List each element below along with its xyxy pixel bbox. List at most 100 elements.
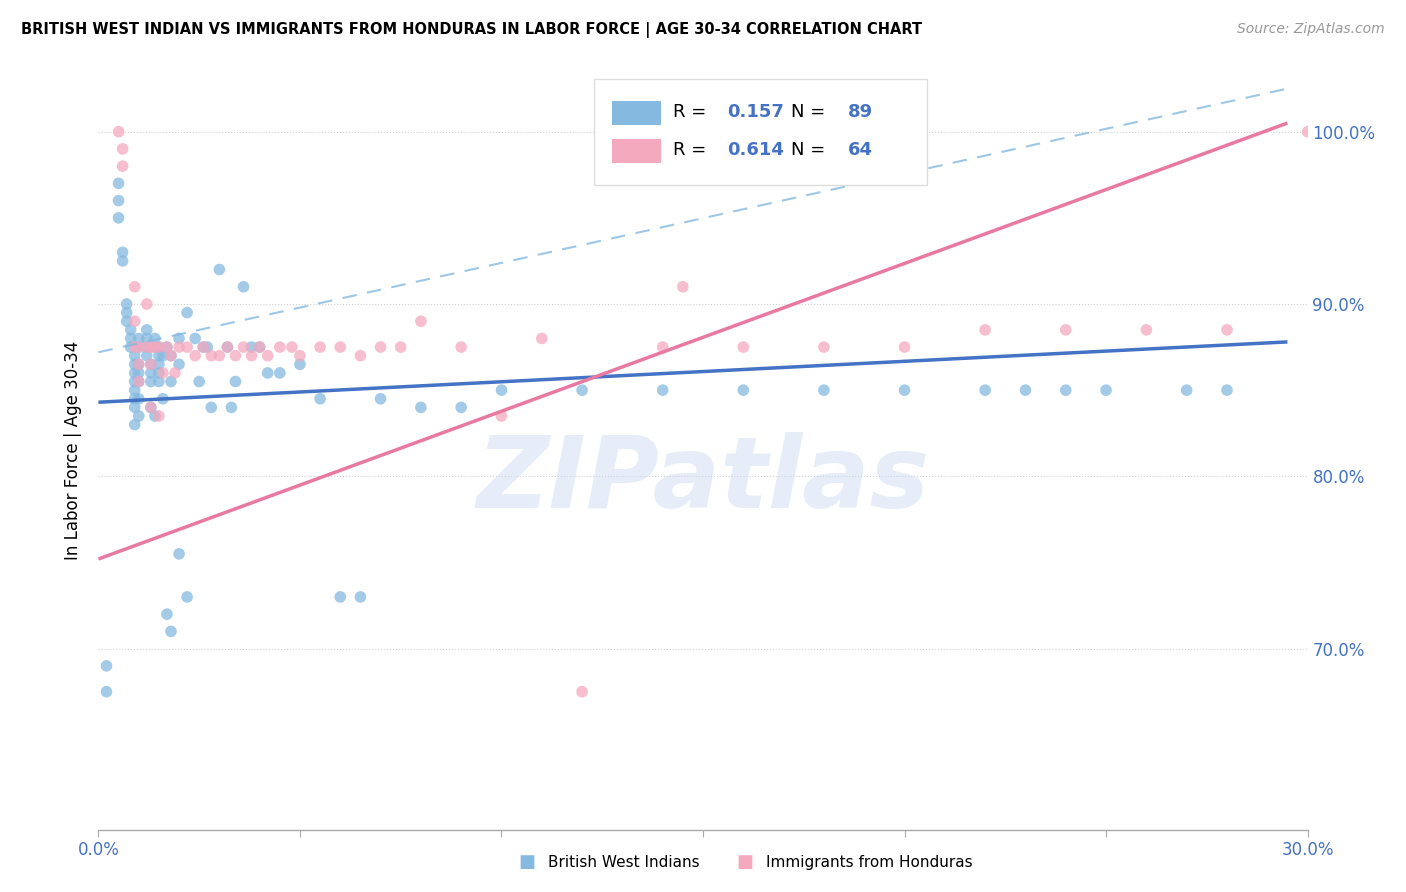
Point bbox=[115, 297, 138, 311]
Point bbox=[240, 340, 263, 354]
Point bbox=[152, 366, 174, 380]
Point bbox=[491, 409, 513, 423]
Point bbox=[571, 383, 593, 397]
Point bbox=[200, 401, 222, 415]
Point bbox=[156, 340, 179, 354]
Point bbox=[128, 340, 150, 354]
Point bbox=[184, 349, 207, 363]
Point bbox=[124, 279, 146, 293]
Point bbox=[167, 340, 190, 354]
Point bbox=[163, 366, 186, 380]
Point bbox=[128, 366, 150, 380]
Text: BRITISH WEST INDIAN VS IMMIGRANTS FROM HONDURAS IN LABOR FORCE | AGE 30-34 CORRE: BRITISH WEST INDIAN VS IMMIGRANTS FROM H… bbox=[21, 22, 922, 38]
Point bbox=[143, 331, 166, 345]
Point bbox=[135, 331, 157, 345]
Point bbox=[217, 340, 239, 354]
Point bbox=[309, 392, 332, 406]
Point bbox=[1095, 383, 1118, 397]
Text: Source: ZipAtlas.com: Source: ZipAtlas.com bbox=[1237, 22, 1385, 37]
Point bbox=[1216, 383, 1239, 397]
Text: ■: ■ bbox=[737, 853, 754, 871]
Point bbox=[107, 194, 129, 208]
Point bbox=[224, 375, 246, 389]
Point bbox=[221, 401, 243, 415]
Point bbox=[349, 590, 371, 604]
FancyBboxPatch shape bbox=[613, 139, 661, 163]
Point bbox=[135, 340, 157, 354]
Point bbox=[249, 340, 271, 354]
Point bbox=[115, 305, 138, 319]
Point bbox=[224, 349, 246, 363]
Point bbox=[139, 357, 162, 371]
Point bbox=[156, 340, 179, 354]
Point bbox=[1216, 323, 1239, 337]
Point bbox=[139, 366, 162, 380]
Point bbox=[370, 340, 392, 354]
Point bbox=[124, 357, 146, 371]
Point bbox=[148, 340, 170, 354]
Point bbox=[128, 331, 150, 345]
Point bbox=[156, 607, 179, 622]
Point bbox=[200, 349, 222, 363]
Point bbox=[139, 357, 162, 371]
Point bbox=[135, 297, 157, 311]
Point bbox=[107, 125, 129, 139]
Point bbox=[135, 323, 157, 337]
Point bbox=[309, 340, 332, 354]
Point bbox=[139, 375, 162, 389]
Point bbox=[124, 383, 146, 397]
Point bbox=[288, 357, 311, 371]
Point bbox=[1054, 383, 1077, 397]
Point bbox=[813, 340, 835, 354]
Point bbox=[148, 357, 170, 371]
Point bbox=[329, 590, 352, 604]
Point bbox=[651, 340, 673, 354]
Point bbox=[269, 366, 291, 380]
Point bbox=[167, 547, 190, 561]
Text: 0.157: 0.157 bbox=[727, 103, 785, 121]
Point bbox=[139, 340, 162, 354]
Point bbox=[160, 375, 183, 389]
Point bbox=[96, 684, 118, 698]
Point bbox=[450, 340, 472, 354]
Point bbox=[135, 340, 157, 354]
Point bbox=[1054, 323, 1077, 337]
Point bbox=[111, 159, 134, 173]
Point bbox=[269, 340, 291, 354]
Point bbox=[1135, 323, 1157, 337]
Point bbox=[152, 392, 174, 406]
Point bbox=[370, 392, 392, 406]
Point bbox=[217, 340, 239, 354]
Point bbox=[120, 340, 142, 354]
Point bbox=[148, 375, 170, 389]
Point bbox=[124, 417, 146, 432]
Text: R =: R = bbox=[672, 141, 711, 159]
Text: R =: R = bbox=[672, 103, 711, 121]
Text: 89: 89 bbox=[848, 103, 873, 121]
Point bbox=[193, 340, 215, 354]
Point bbox=[167, 331, 190, 345]
Point bbox=[128, 375, 150, 389]
Point bbox=[128, 375, 150, 389]
Point bbox=[124, 392, 146, 406]
Point bbox=[148, 349, 170, 363]
Point bbox=[176, 305, 198, 319]
Text: ■: ■ bbox=[519, 853, 536, 871]
Point bbox=[1296, 125, 1319, 139]
Point bbox=[160, 349, 183, 363]
Point bbox=[111, 142, 134, 156]
Point bbox=[232, 279, 254, 293]
Point bbox=[491, 383, 513, 397]
Point bbox=[232, 340, 254, 354]
Point bbox=[176, 590, 198, 604]
Point bbox=[188, 375, 211, 389]
Point bbox=[240, 349, 263, 363]
Point bbox=[124, 366, 146, 380]
Point bbox=[1014, 383, 1036, 397]
Text: 0.614: 0.614 bbox=[727, 141, 785, 159]
Point bbox=[148, 366, 170, 380]
Point bbox=[329, 340, 352, 354]
Point bbox=[288, 349, 311, 363]
Point bbox=[733, 340, 755, 354]
Point bbox=[1175, 383, 1198, 397]
